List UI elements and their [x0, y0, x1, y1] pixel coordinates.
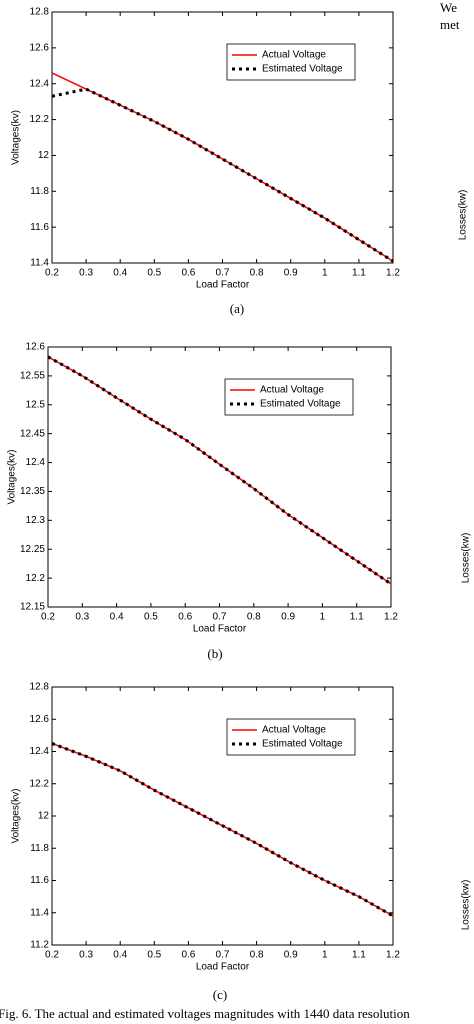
x-axis-label: Load Factor [193, 624, 247, 635]
y-tick-label: 11.2 [30, 940, 49, 951]
legend-box [226, 43, 356, 81]
figure-caption: Fig. 6. The actual and estimated voltage… [0, 1006, 410, 1021]
y-tick-label: 11.8 [30, 186, 49, 197]
x-tick-label: 1.2 [384, 612, 398, 623]
y-tick-label: 11.6 [30, 222, 49, 233]
y-tick-label: 12.15 [20, 602, 45, 613]
subcaption: (a) [230, 301, 244, 316]
legend-box [226, 718, 356, 756]
y-tick-label: 12.4 [26, 457, 46, 468]
series-line [47, 356, 392, 585]
y-axis-label: Voltages(kv) [7, 449, 18, 504]
legend-box [224, 378, 354, 416]
y-tick-label: 12.2 [30, 778, 50, 789]
x-tick-label: 1.2 [386, 950, 400, 961]
x-tick-label: 1 [322, 950, 328, 961]
y-axis-label: Voltages(kv) [11, 110, 22, 165]
x-tick-label: 0.8 [250, 268, 264, 279]
x-tick-label: 0.3 [79, 268, 93, 279]
x-tick-label: 0.4 [113, 268, 127, 279]
y-tick-label: 12.5 [26, 399, 46, 410]
series-line [51, 72, 394, 262]
x-tick-label: 0.9 [284, 268, 298, 279]
x-tick-label: 0.5 [147, 268, 161, 279]
side-axis-label: Losses(kw) [461, 533, 472, 584]
y-tick-label: 12.4 [30, 78, 50, 89]
y-tick-label: 12.8 [30, 7, 50, 18]
x-axis-label: Load Factor [196, 962, 250, 973]
y-tick-label: 12.4 [30, 746, 50, 757]
x-tick-label: 0.7 [216, 950, 230, 961]
x-tick-label: 1.1 [352, 950, 366, 961]
subcaption: (c) [213, 987, 227, 1002]
x-tick-label: 0.3 [75, 612, 89, 623]
x-tick-label: 0.8 [247, 612, 261, 623]
side-text: We [440, 0, 457, 15]
y-tick-label: 12.2 [30, 114, 50, 125]
y-tick-label: 12.6 [30, 42, 50, 53]
y-tick-label: 12 [38, 811, 50, 822]
y-tick-label: 11.4 [30, 907, 49, 918]
y-tick-label: 12.8 [30, 682, 50, 693]
x-tick-label: 0.9 [284, 950, 298, 961]
y-tick-label: 12 [38, 150, 50, 161]
subcaption: (b) [207, 646, 222, 661]
x-tick-label: 0.4 [113, 950, 127, 961]
x-tick-label: 0.6 [178, 612, 192, 623]
y-tick-label: 12.2 [26, 573, 46, 584]
y-tick-label: 12.35 [20, 486, 45, 497]
x-tick-label: 0.6 [181, 950, 195, 961]
side-text: met [440, 17, 460, 32]
x-tick-label: 0.6 [181, 268, 195, 279]
side-axis-label: Losses(kw) [461, 880, 472, 931]
x-tick-label: 0.3 [79, 950, 93, 961]
x-tick-label: 0.8 [250, 950, 264, 961]
y-tick-label: 12.6 [30, 714, 50, 725]
y-tick-label: 11.4 [30, 258, 49, 269]
x-tick-label: 1.1 [352, 268, 366, 279]
side-axis-label: Losses(kw) [458, 190, 469, 241]
x-tick-label: 0.9 [281, 612, 295, 623]
x-tick-label: 0.2 [45, 950, 59, 961]
x-tick-label: 1.1 [350, 612, 364, 623]
x-tick-label: 0.4 [110, 612, 124, 623]
legend-label: Actual Voltage [262, 50, 326, 61]
y-tick-label: 12.55 [20, 371, 45, 382]
x-tick-label: 0.7 [216, 268, 230, 279]
x-tick-label: 0.5 [147, 950, 161, 961]
legend-label: Estimated Voltage [260, 399, 341, 410]
x-tick-label: 0.2 [41, 612, 55, 623]
series-line [51, 742, 394, 918]
legend-label: Estimated Voltage [262, 739, 343, 750]
x-tick-label: 0.2 [45, 268, 59, 279]
y-tick-label: 11.8 [30, 843, 49, 854]
y-tick-label: 11.6 [30, 875, 49, 886]
legend-label: Estimated Voltage [262, 64, 343, 75]
y-axis-label: Voltages(kv) [11, 788, 22, 843]
x-axis-label: Load Factor [196, 280, 250, 291]
legend-label: Actual Voltage [260, 385, 324, 396]
y-tick-label: 12.45 [20, 428, 45, 439]
y-tick-label: 12.25 [20, 544, 45, 555]
legend-label: Actual Voltage [262, 725, 326, 736]
x-tick-label: 0.5 [144, 612, 158, 623]
y-tick-label: 12.6 [26, 342, 46, 353]
x-tick-label: 1 [322, 268, 328, 279]
x-tick-label: 1 [320, 612, 326, 623]
x-tick-label: 1.2 [386, 268, 400, 279]
y-tick-label: 12.3 [26, 515, 46, 526]
x-tick-label: 0.7 [213, 612, 227, 623]
